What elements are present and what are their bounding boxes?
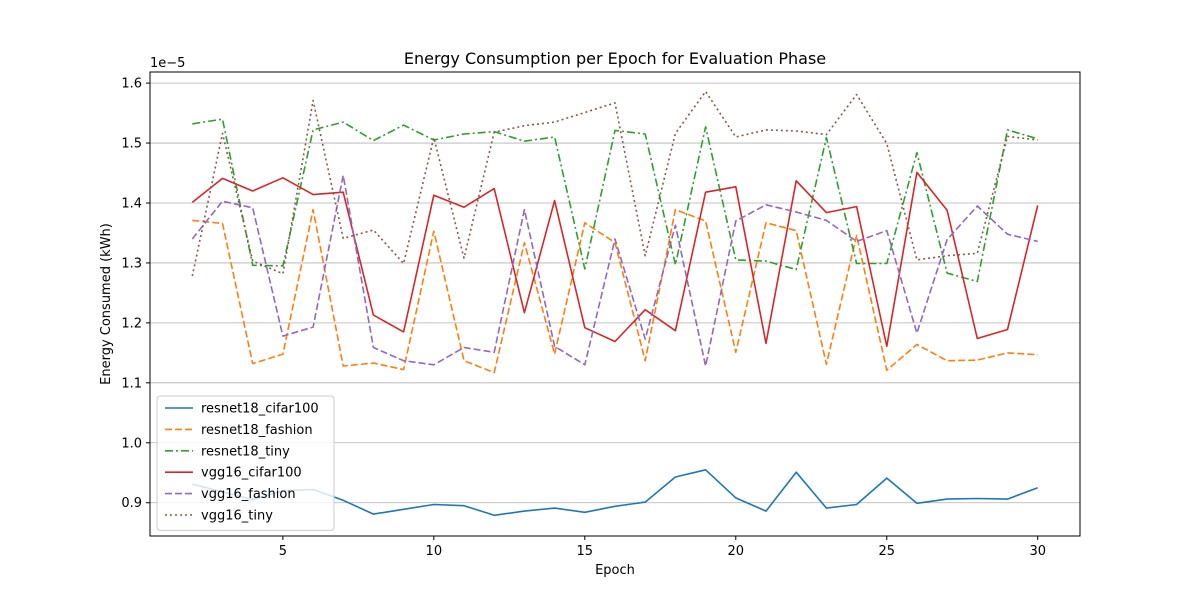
x-tick-label: 20: [728, 544, 745, 559]
x-tick-label: 15: [577, 544, 594, 559]
legend-label: resnet18_tiny: [201, 444, 290, 459]
series-line-vgg16-fashion: [191, 174, 1038, 367]
y-tick-label: 1.0: [121, 436, 142, 451]
plot-area-frame: [149, 71, 1081, 537]
x-tick-label: 5: [279, 544, 287, 559]
legend: resnet18_cifar100 resnet18_fashion resnet1…: [156, 395, 335, 531]
y-tick-label: 1.3: [121, 256, 142, 271]
y-tick-label: 1.2: [121, 316, 142, 331]
series-line-resnet18-fashion: [192, 208, 1038, 374]
x-tick-label: 30: [1029, 544, 1046, 559]
series-line-vgg16-tiny: [191, 90, 1038, 277]
y-tick-label: 1.6: [121, 77, 142, 92]
x-tick-label: 25: [878, 544, 895, 559]
y-offset-text: 1e−5: [150, 56, 185, 71]
legend-box: [156, 395, 335, 531]
y-axis-label: Energy Consumed (kWh): [99, 223, 114, 385]
x-axis-label: Epoch: [595, 563, 635, 578]
y-tick-label: 1.1: [121, 376, 142, 391]
legend-label: vgg16_tiny: [201, 509, 273, 524]
legend-label: resnet18_cifar100: [201, 402, 319, 417]
y-tick-label: 1.5: [121, 137, 142, 152]
x-tick-label: 10: [426, 544, 443, 559]
axis-ticks: 0.9 1.0 1.1 1.2 1.3 1.4 1.5 1.6 5 10 15 20 25 30: [121, 77, 1046, 559]
legend-label: vgg16_cifar100: [201, 466, 302, 481]
legend-label: resnet18_fashion: [201, 423, 313, 438]
y-tick-label: 1.4: [121, 196, 142, 211]
legend-label: vgg16_fashion: [201, 487, 296, 502]
y-tick-label: 0.9: [121, 496, 142, 511]
series-line-resnet18-tiny: [192, 118, 1038, 283]
chart-title: Energy Consumption per Epoch for Evaluat…: [404, 49, 826, 68]
